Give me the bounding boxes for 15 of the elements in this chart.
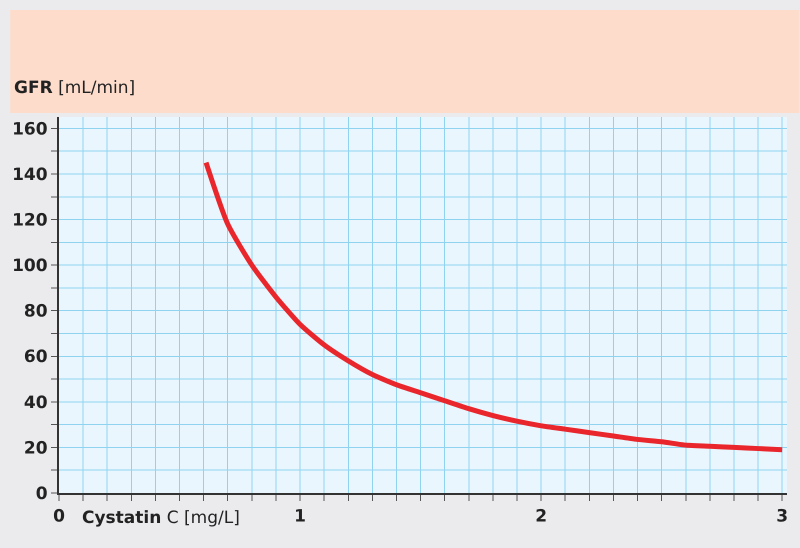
x-tick-label: 0 (53, 506, 66, 526)
y-tick-label: 160 (12, 119, 48, 140)
y-tick-label: 60 (24, 347, 48, 368)
y-tick-label: 100 (12, 256, 48, 276)
y-tick-label: 80 (24, 302, 48, 322)
x-axis-title: Cystatin C [mg/L] (82, 508, 240, 528)
y-tick-label: 20 (24, 438, 48, 458)
x-tick-label: 3 (776, 506, 788, 526)
y-tick-label: 120 (12, 210, 48, 230)
x-tick-label: 1 (294, 506, 306, 526)
y-axis-title: GFR [mL/min] (14, 78, 136, 98)
x-tick-label: 2 (535, 506, 548, 526)
y-tick-label: 40 (24, 392, 48, 413)
y-tick-label: 0 (36, 484, 48, 504)
y-tick-label: 140 (12, 164, 48, 185)
